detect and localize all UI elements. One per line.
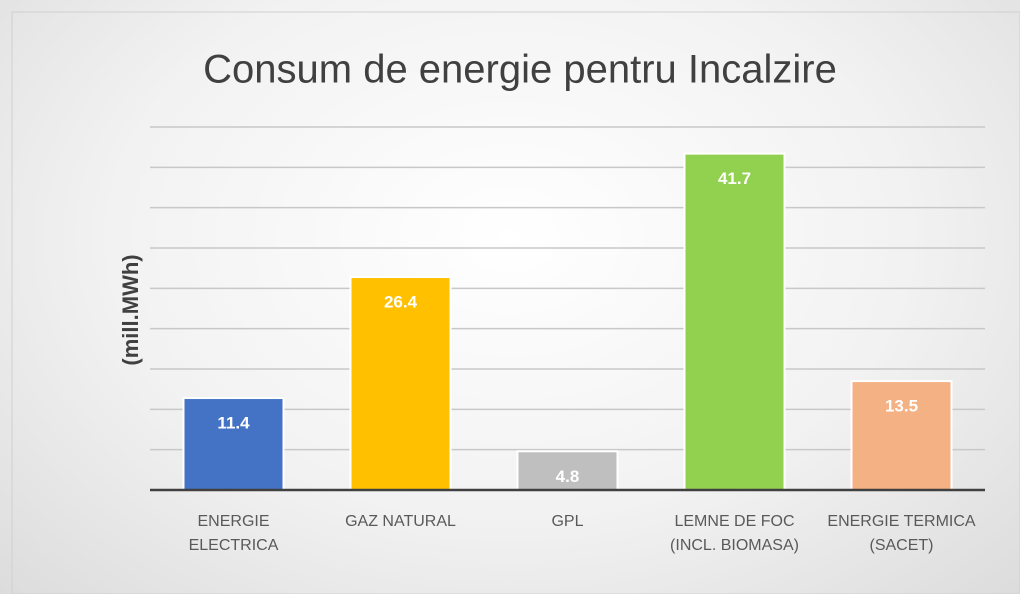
x-tick-label: ENERGIE TERMICA (SACET) (827, 513, 976, 554)
x-tick-label: LEMNE DE FOC (INCL. BIOMASA) (670, 513, 799, 554)
bar (349, 276, 452, 492)
x-tick-label: ENERGIE ELECTRICA (188, 513, 279, 554)
x-tick-label: GAZ NATURAL (345, 513, 456, 530)
chart-title: Consum de energie pentru Incalzire (203, 48, 837, 92)
data-label: 13.5 (885, 397, 918, 416)
bar (683, 152, 786, 491)
bar (182, 397, 285, 492)
y-axis-label: (mill.MWh) (118, 254, 143, 365)
x-tick-label: GPL (551, 513, 584, 530)
bar (516, 450, 619, 491)
data-label: 26.4 (384, 293, 418, 312)
data-label: 4.8 (556, 467, 580, 486)
data-label: 41.7 (718, 169, 751, 188)
frame (11, 11, 1020, 594)
data-label: 11.4 (217, 414, 250, 433)
